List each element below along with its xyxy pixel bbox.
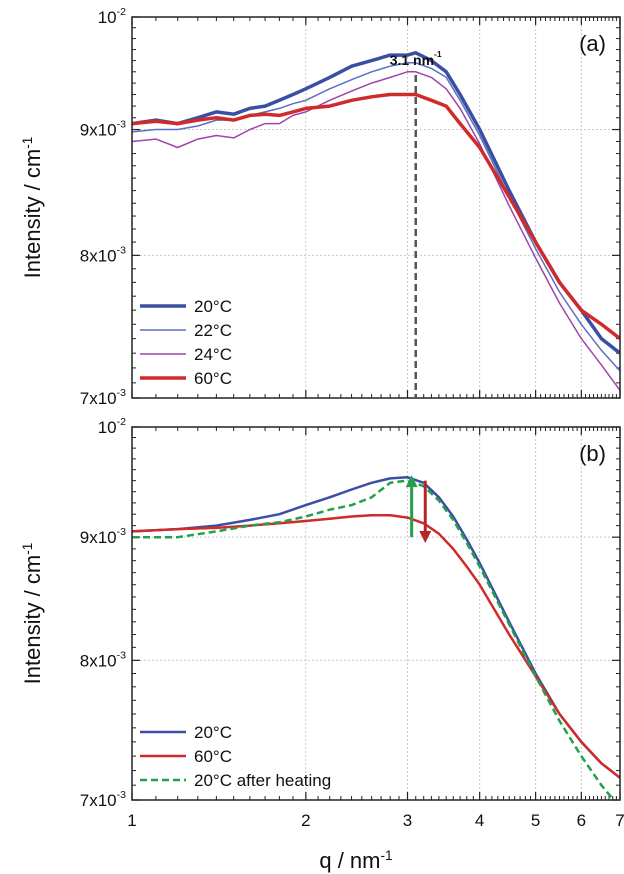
series-line-2 [132, 71, 620, 391]
legend: 20°C 22°C 24°C 60°C [140, 297, 232, 388]
panel-a: 9x10-3 8x10-3 7x10-3 10-2 3.1 nm-1 (a) Intensi… [20, 6, 621, 408]
plot-area [132, 476, 620, 800]
plot-area [132, 51, 620, 391]
x-tick-label: 7 [615, 811, 624, 830]
y-tick-label: 7x10-3 [80, 789, 126, 810]
panel-label: (b) [579, 441, 606, 466]
legend-label-1: 60°C [194, 747, 232, 766]
legend-label-3: 60°C [194, 369, 232, 388]
legend-label-2: 20°C after heating [194, 771, 331, 790]
y-axis-title: Intensity / cm-1 [20, 543, 45, 685]
x-tick-label: 6 [577, 811, 586, 830]
arrow-down-head [419, 531, 432, 544]
y-tick-label: 9x10-3 [80, 119, 126, 140]
y-tick-label: 8x10-3 [80, 649, 126, 670]
plot-frame [131, 16, 621, 399]
x-tick-label: 5 [531, 811, 540, 830]
x-tick-label: 3 [403, 811, 412, 830]
y-tick-label: 8x10-3 [80, 244, 126, 265]
plot-frame [131, 426, 621, 801]
legend-label-0: 20°C [194, 297, 232, 316]
peak-annotation: 3.1 nm-1 [390, 49, 442, 68]
y-tick-label: 10-2 [98, 6, 126, 27]
panel-b: 1 2 3 4 5 6 7 9x10-3 8x10-3 7x10-3 10-2 (b) Intensit… [20, 416, 624, 873]
legend-label-2: 24°C [194, 345, 232, 364]
legend: 20°C 60°C 20°C after heating [140, 723, 331, 790]
x-tick-label: 4 [475, 811, 484, 830]
y-tick-label: 10-2 [98, 416, 126, 437]
series-line-2 [132, 479, 616, 800]
y-axis-title: Intensity / cm-1 [20, 137, 45, 279]
panel-label: (a) [579, 31, 606, 56]
y-tick-label: 9x10-3 [80, 526, 126, 547]
legend-label-0: 20°C [194, 723, 232, 742]
x-axis-title: q / nm-1 [319, 848, 392, 873]
arrow-up-head [405, 475, 418, 488]
y-tick-label: 7x10-3 [80, 387, 126, 408]
x-tick-label: 1 [127, 811, 136, 830]
legend-label-1: 22°C [194, 321, 232, 340]
series-line-3 [132, 92, 620, 340]
x-tick-label: 2 [301, 811, 310, 830]
